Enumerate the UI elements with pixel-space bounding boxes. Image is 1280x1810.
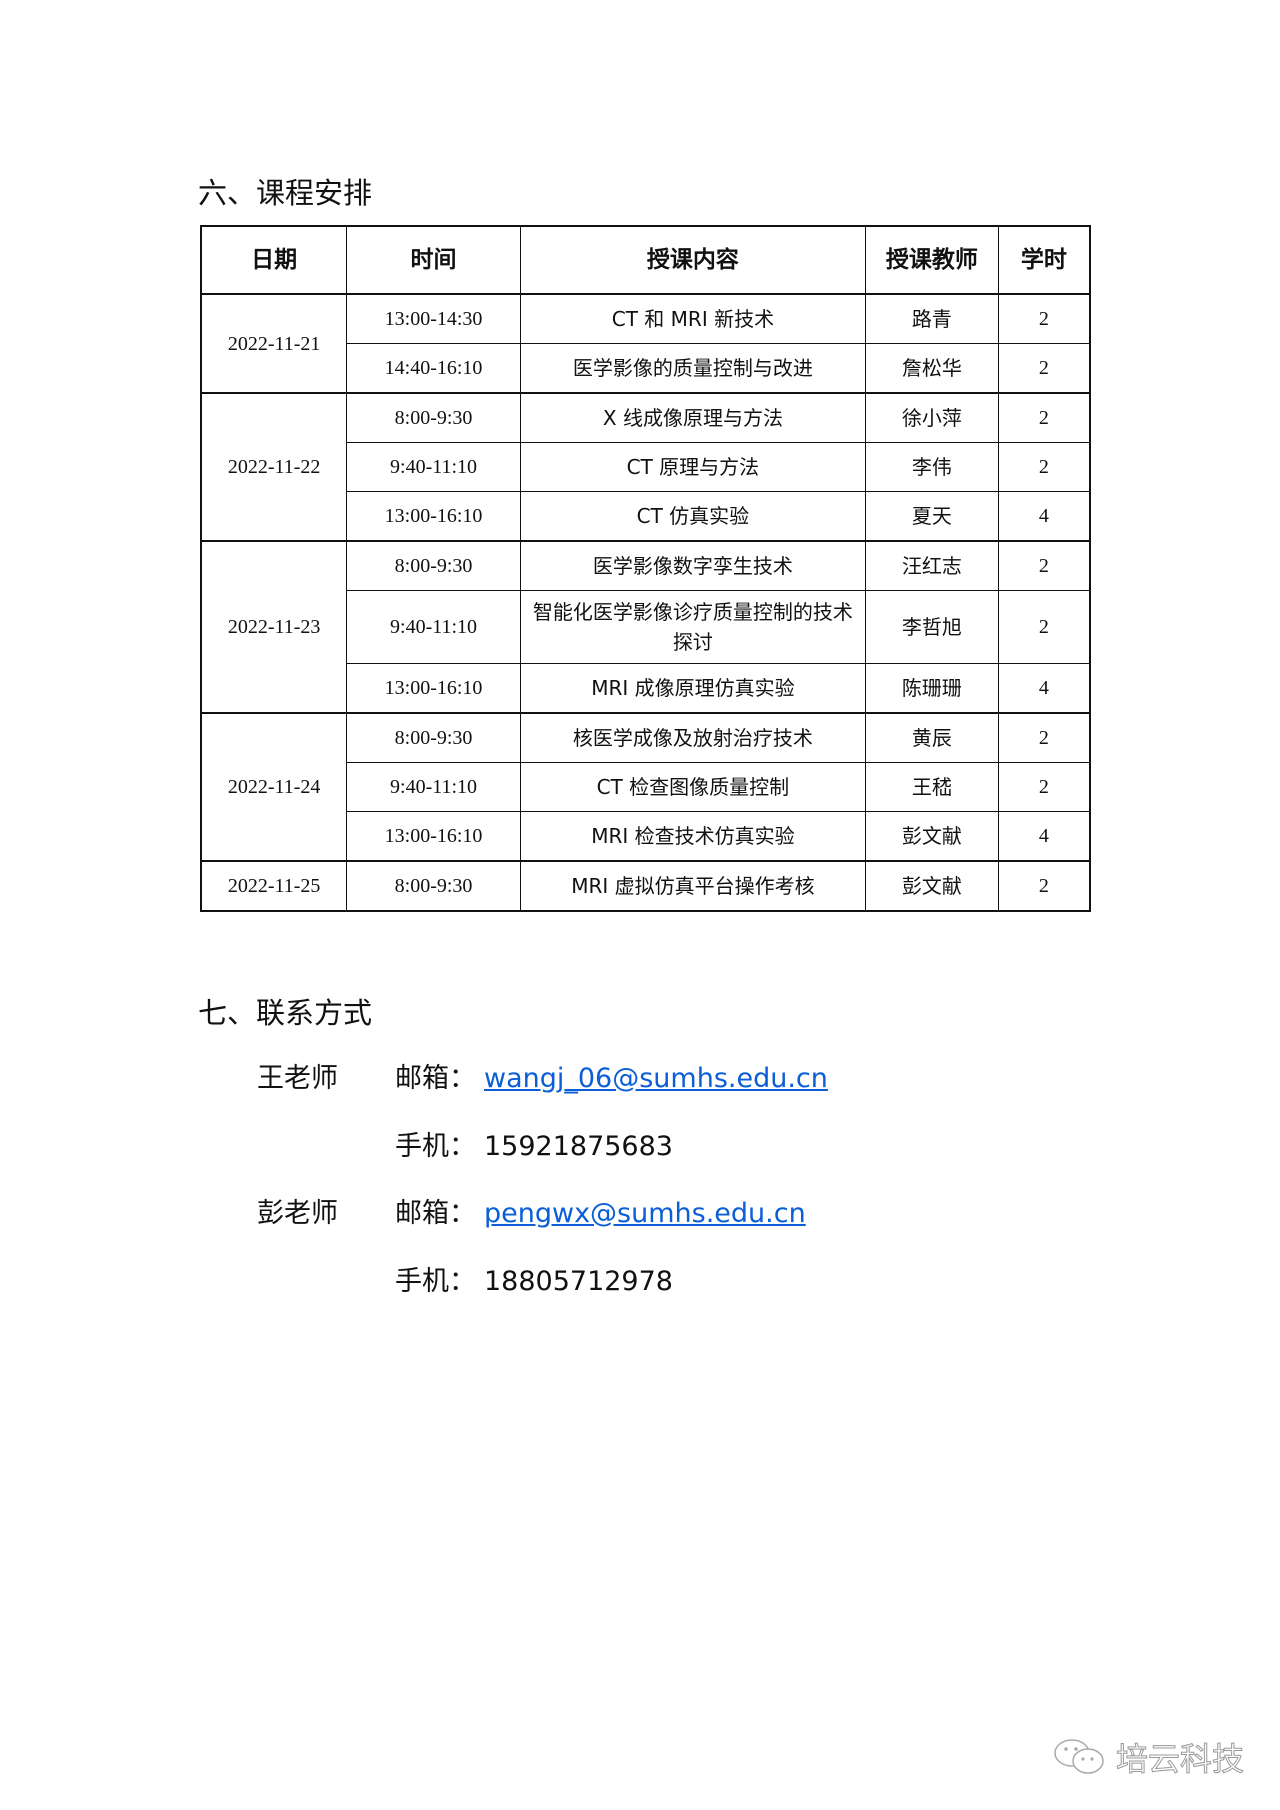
time-cell: 9:40-11:10 bbox=[346, 762, 521, 812]
contact-name: 彭老师 bbox=[257, 1198, 338, 1229]
date-cell: 2022-11-22 bbox=[200, 392, 348, 542]
teacher-cell: 彭文献 bbox=[864, 811, 999, 862]
time-cell: 9:40-11:10 bbox=[346, 590, 521, 664]
time-cell: 14:40-16:10 bbox=[346, 343, 521, 394]
schedule-body: 2022-11-21 13:00-14:30 CT 和 MRI 新技术 路青 2 14:4… bbox=[200, 293, 1091, 912]
table-row: 9:40-11:10 智能化医学影像诊疗质量控制的技术探讨 李哲旭 2 bbox=[201, 590, 1091, 664]
email-link[interactable]: pengwx@sumhs.edu.cn bbox=[484, 1198, 806, 1229]
hours-cell: 2 bbox=[997, 590, 1091, 664]
content-cell: MRI 成像原理仿真实验 bbox=[519, 663, 866, 714]
teacher-cell: 夏天 bbox=[864, 491, 999, 542]
teacher-cell: 李伟 bbox=[864, 442, 999, 492]
content-cell: MRI 检查技术仿真实验 bbox=[519, 811, 866, 862]
time-cell: 8:00-9:30 bbox=[346, 860, 521, 912]
table-row: 13:00-16:10 MRI 成像原理仿真实验 陈珊珊 4 bbox=[201, 663, 1091, 714]
time-cell: 13:00-14:30 bbox=[346, 293, 521, 344]
email-label: 邮箱： bbox=[395, 1198, 476, 1229]
date-cell: 2022-11-21 bbox=[200, 293, 348, 394]
date-cell: 2022-11-24 bbox=[200, 712, 348, 862]
table-row: 9:40-11:10 CT 原理与方法 李伟 2 bbox=[201, 442, 1091, 492]
table-row: 13:00-16:10 CT 仿真实验 夏天 4 bbox=[201, 491, 1091, 542]
table-row: 2022-11-25 8:00-9:30 MRI 虚拟仿真平台操作考核 彭文献 2 bbox=[200, 860, 1091, 912]
teacher-cell: 詹松华 bbox=[864, 343, 999, 394]
teacher-cell: 李哲旭 bbox=[864, 590, 999, 664]
teacher-cell: 路青 bbox=[864, 293, 999, 344]
teacher-cell: 彭文献 bbox=[864, 860, 999, 912]
date-cell: 2022-11-23 bbox=[200, 540, 348, 714]
teacher-cell: 王嵇 bbox=[864, 762, 999, 812]
time-cell: 13:00-16:10 bbox=[346, 811, 521, 862]
header-content: 授课内容 bbox=[519, 225, 866, 295]
hours-cell: 2 bbox=[997, 540, 1091, 591]
email-label: 邮箱： bbox=[395, 1063, 476, 1094]
content-cell: CT 仿真实验 bbox=[519, 491, 866, 542]
section-title-contact: 七、联系方式 bbox=[198, 996, 373, 1030]
date-cell: 2022-11-25 bbox=[200, 860, 348, 912]
content-cell: CT 和 MRI 新技术 bbox=[519, 293, 866, 344]
schedule-table: 日期 时间 授课内容 授课教师 学时 2022-11-21 13:00-14:30… bbox=[200, 225, 1091, 912]
table-row: 2022-11-22 8:00-9:30 X 线成像原理与方法 徐小萍 2 bbox=[200, 392, 1091, 542]
content-cell: 智能化医学影像诊疗质量控制的技术探讨 bbox=[519, 590, 866, 664]
hours-cell: 2 bbox=[997, 860, 1091, 912]
hours-cell: 2 bbox=[997, 762, 1091, 812]
watermark-text: 培云科技 bbox=[1115, 1740, 1245, 1779]
header-date: 日期 bbox=[200, 225, 348, 295]
table-row: 14:40-16:10 医学影像的质量控制与改进 詹松华 2 bbox=[201, 343, 1091, 394]
teacher-cell: 黄辰 bbox=[864, 712, 999, 763]
hours-cell: 2 bbox=[997, 442, 1091, 492]
content-cell: 医学影像的质量控制与改进 bbox=[519, 343, 866, 394]
table-row: 13:00-16:10 MRI 检查技术仿真实验 彭文献 4 bbox=[201, 811, 1091, 862]
hours-cell: 4 bbox=[997, 811, 1091, 862]
time-cell: 9:40-11:10 bbox=[346, 442, 521, 492]
table-row: 9:40-11:10 CT 检查图像质量控制 王嵇 2 bbox=[201, 762, 1091, 812]
teacher-cell: 徐小萍 bbox=[864, 392, 999, 443]
table-row: 2022-11-24 8:00-9:30 核医学成像及放射治疗技术 黄辰 2 bbox=[200, 712, 1091, 862]
hours-cell: 4 bbox=[997, 663, 1091, 714]
phone-value: 15921875683 bbox=[484, 1131, 673, 1162]
contact-name: 王老师 bbox=[257, 1063, 338, 1094]
phone-label: 手机： bbox=[395, 1266, 476, 1297]
table-row: 2022-11-23 8:00-9:30 医学影像数字孪生技术 汪红志 2 bbox=[200, 540, 1091, 714]
section-title-schedule: 六、课程安排 bbox=[198, 176, 373, 210]
content-cell: MRI 虚拟仿真平台操作考核 bbox=[519, 860, 866, 912]
time-cell: 8:00-9:30 bbox=[346, 392, 521, 443]
header-time: 时间 bbox=[346, 225, 521, 295]
time-cell: 13:00-16:10 bbox=[346, 663, 521, 714]
time-cell: 8:00-9:30 bbox=[346, 712, 521, 763]
hours-cell: 2 bbox=[997, 712, 1091, 763]
content-cell: CT 原理与方法 bbox=[519, 442, 866, 492]
header-hours: 学时 bbox=[997, 225, 1091, 295]
header-teacher: 授课教师 bbox=[864, 225, 999, 295]
hours-cell: 2 bbox=[997, 343, 1091, 394]
time-cell: 8:00-9:30 bbox=[346, 540, 521, 591]
hours-cell: 2 bbox=[997, 392, 1091, 443]
email-link[interactable]: wangj_06@sumhs.edu.cn bbox=[484, 1063, 828, 1094]
table-header-row: 日期 时间 授课内容 授课教师 学时 bbox=[200, 225, 1091, 295]
watermark: 培云科技 bbox=[1052, 1734, 1245, 1780]
teacher-cell: 汪红志 bbox=[864, 540, 999, 591]
phone-value: 18805712978 bbox=[484, 1266, 673, 1297]
hours-cell: 2 bbox=[997, 293, 1091, 344]
time-cell: 13:00-16:10 bbox=[346, 491, 521, 542]
table-row: 2022-11-21 13:00-14:30 CT 和 MRI 新技术 路青 2 bbox=[200, 293, 1091, 394]
wechat-icon bbox=[1054, 1739, 1104, 1774]
hours-cell: 4 bbox=[997, 491, 1091, 542]
content-cell: X 线成像原理与方法 bbox=[519, 392, 866, 443]
teacher-cell: 陈珊珊 bbox=[864, 663, 999, 714]
content-cell: 核医学成像及放射治疗技术 bbox=[519, 712, 866, 763]
content-cell: CT 检查图像质量控制 bbox=[519, 762, 866, 812]
phone-label: 手机： bbox=[395, 1131, 476, 1162]
content-cell: 医学影像数字孪生技术 bbox=[519, 540, 866, 591]
